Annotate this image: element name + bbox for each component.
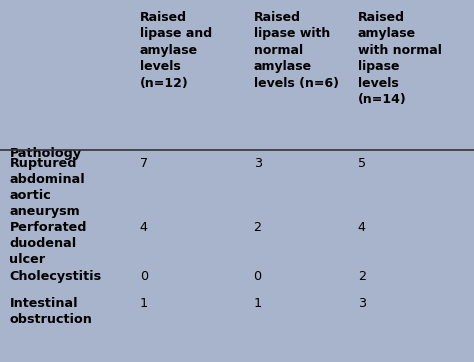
Text: Intestinal
obstruction: Intestinal obstruction — [9, 297, 92, 326]
Text: 3: 3 — [254, 157, 262, 171]
Text: Raised
lipase with
normal
amylase
levels (n=6): Raised lipase with normal amylase levels… — [254, 11, 338, 90]
Text: Ruptured
abdominal
aortic
aneurysm: Ruptured abdominal aortic aneurysm — [9, 157, 85, 219]
Text: 0: 0 — [254, 270, 262, 283]
Text: 2: 2 — [254, 221, 262, 234]
Text: 0: 0 — [140, 270, 148, 283]
Text: Raised
amylase
with normal
lipase
levels
(n=14): Raised amylase with normal lipase levels… — [358, 11, 442, 106]
Text: 1: 1 — [140, 297, 148, 310]
Text: Raised
lipase and
amylase
levels
(n=12): Raised lipase and amylase levels (n=12) — [140, 11, 212, 90]
Text: Perforated
duodenal
ulcer: Perforated duodenal ulcer — [9, 221, 87, 266]
Text: 2: 2 — [358, 270, 366, 283]
Text: 1: 1 — [254, 297, 262, 310]
Text: 5: 5 — [358, 157, 366, 171]
Text: 3: 3 — [358, 297, 366, 310]
Text: 4: 4 — [140, 221, 148, 234]
Text: Pathology: Pathology — [9, 147, 82, 160]
Text: Cholecystitis: Cholecystitis — [9, 270, 101, 283]
Text: 7: 7 — [140, 157, 148, 171]
Text: 4: 4 — [358, 221, 366, 234]
